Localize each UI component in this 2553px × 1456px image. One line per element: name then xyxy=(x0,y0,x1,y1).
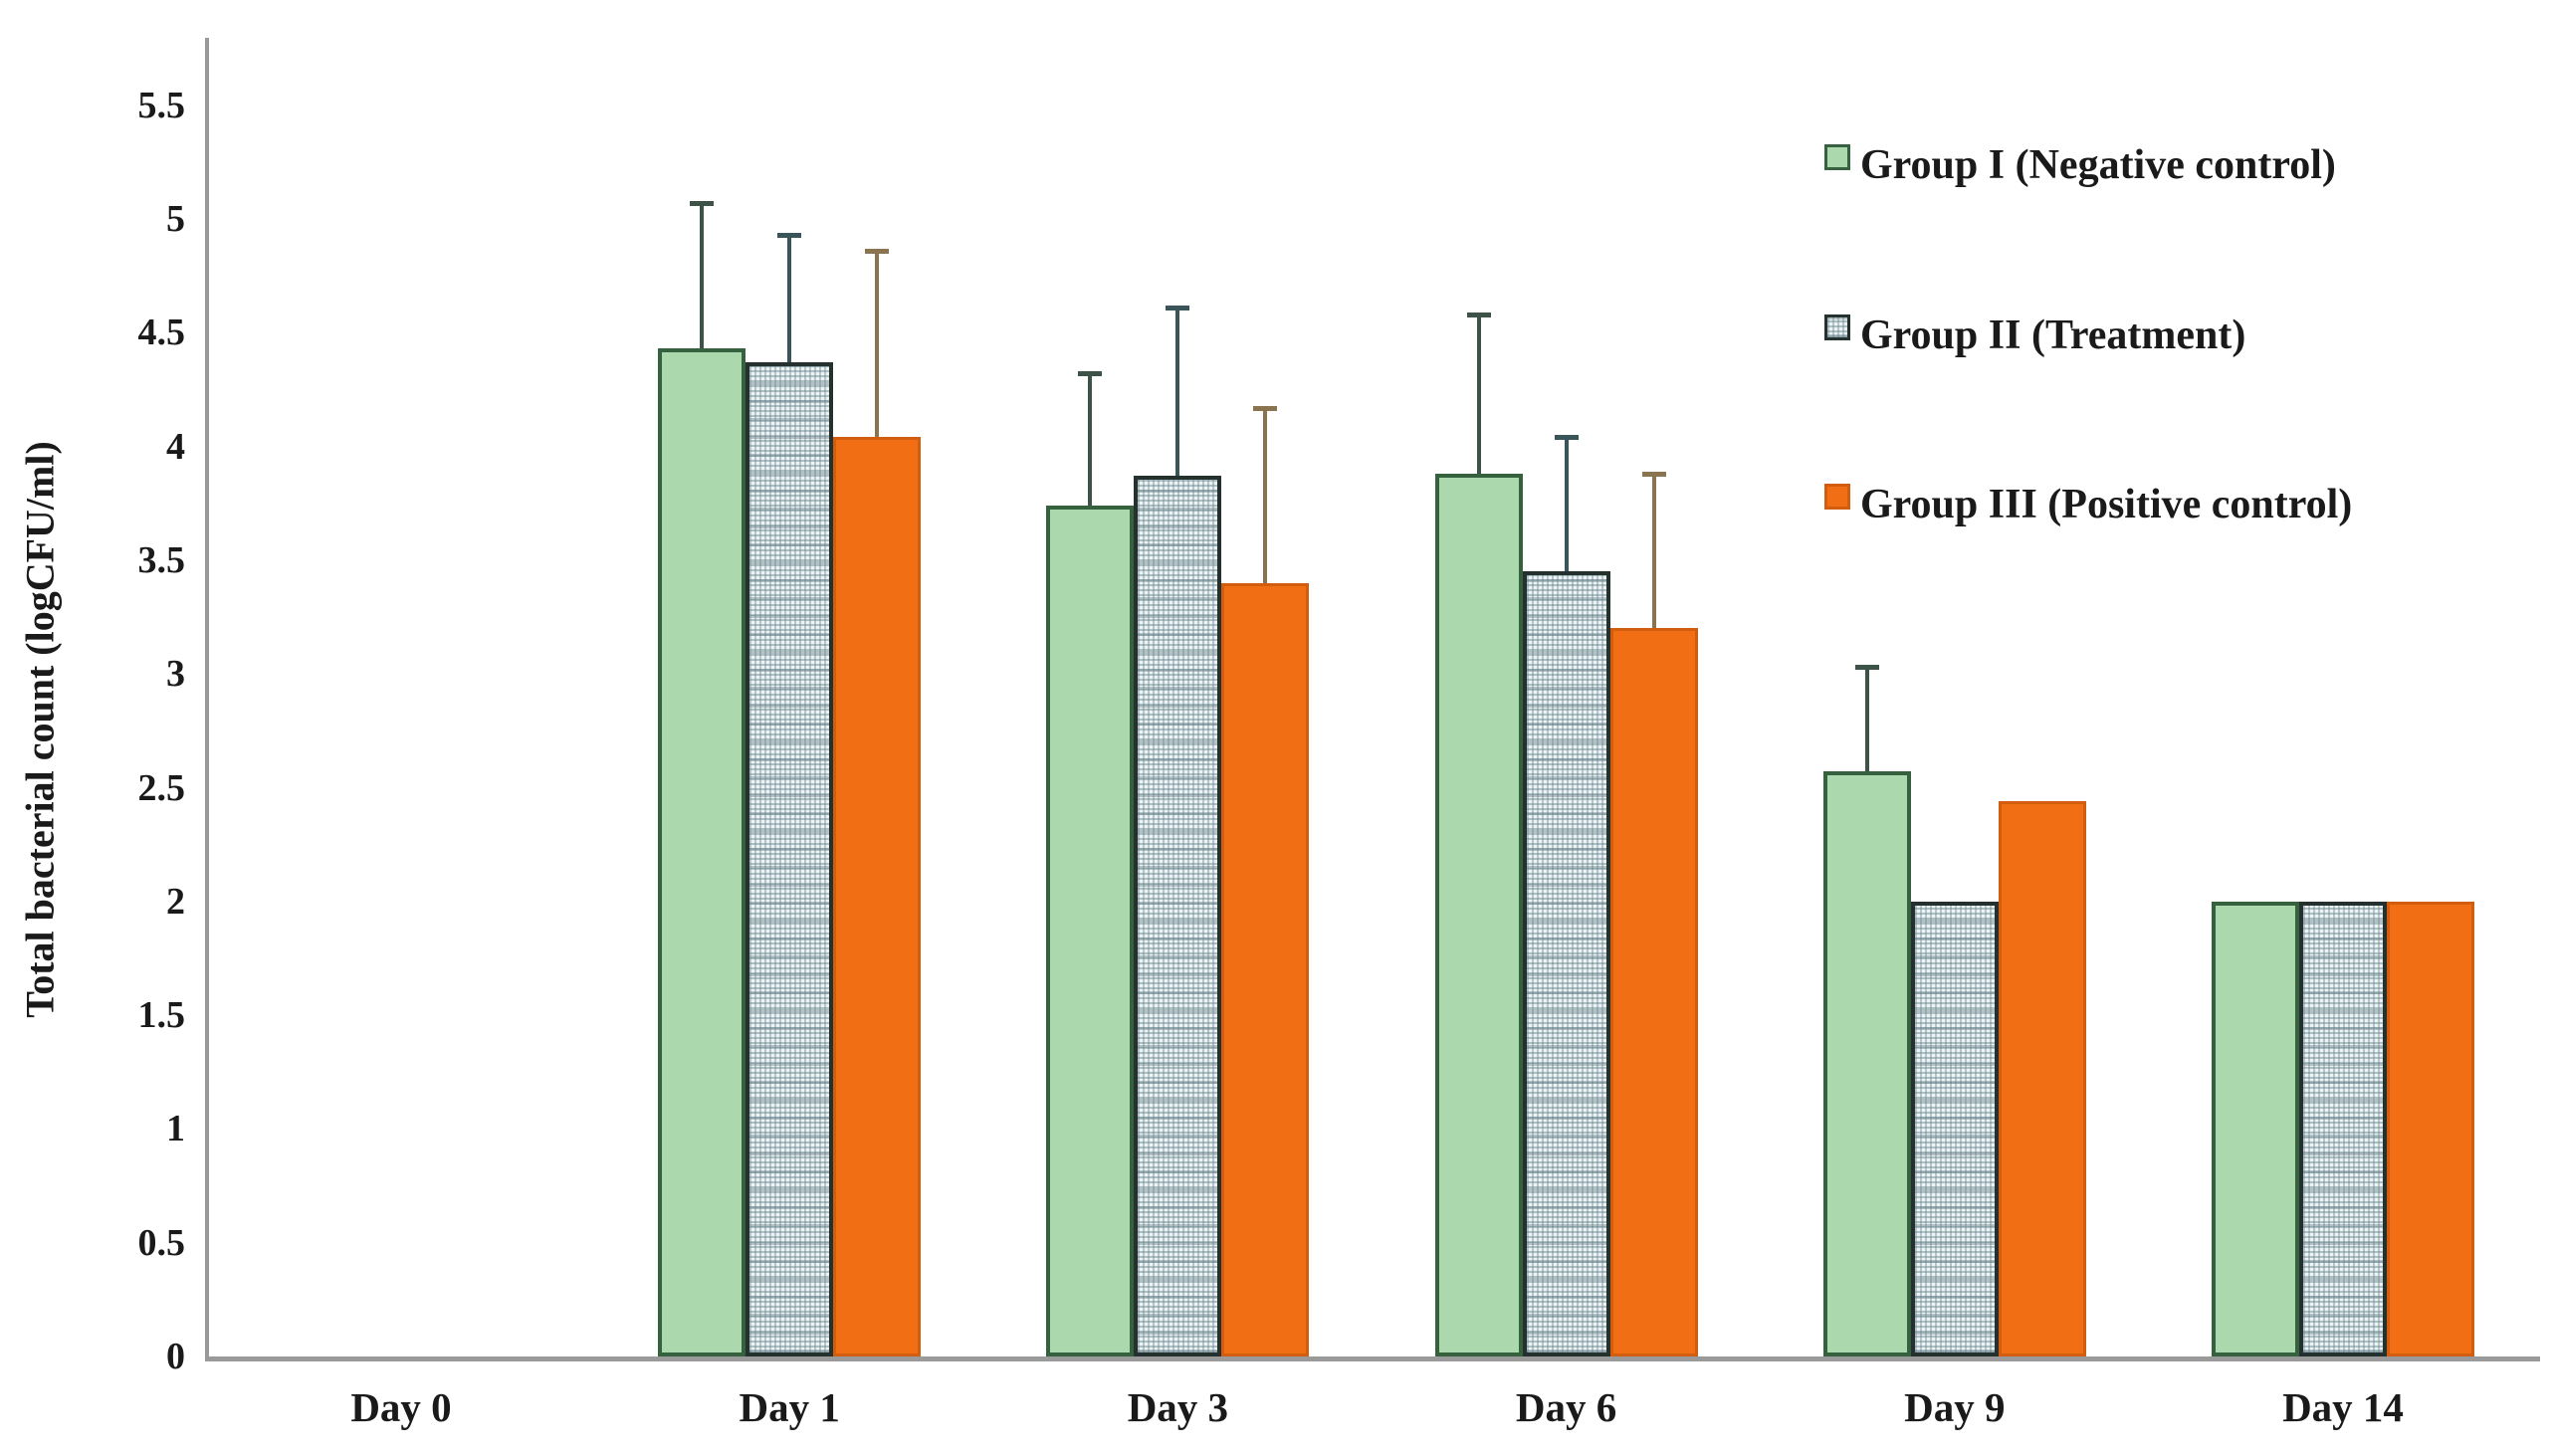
error-bar-stem xyxy=(787,235,792,363)
error-bar-cap xyxy=(1078,371,1103,377)
bar-day14-series2 xyxy=(2299,901,2387,1356)
legend-item-series1: Group I (Negative control) xyxy=(1824,141,2336,189)
bar-day6-series3 xyxy=(1609,628,1698,1356)
error-bar-cap xyxy=(777,233,802,238)
y-tick-label: 0 xyxy=(166,1336,185,1377)
error-bar-stem xyxy=(1476,314,1481,475)
bar-day3-series2 xyxy=(1134,476,1222,1356)
bar-day1-series3 xyxy=(833,437,922,1356)
error-bar-stem xyxy=(1864,667,1869,772)
error-bar-stem xyxy=(700,202,705,349)
error-bar-stem xyxy=(1263,407,1268,583)
bar-day3-series1 xyxy=(1046,506,1135,1356)
error-bar-cap xyxy=(865,249,890,254)
legend-item-series2: Group II (Treatment) xyxy=(1824,312,2245,359)
x-category-label: Day 1 xyxy=(739,1384,840,1430)
x-category-label: Day 14 xyxy=(2282,1384,2404,1430)
y-tick-label: 1 xyxy=(166,1108,185,1150)
error-bar-cap xyxy=(1166,306,1190,312)
bar-day14-series1 xyxy=(2212,901,2299,1356)
y-tick-label: 3 xyxy=(166,653,185,696)
error-bar-stem xyxy=(1651,474,1656,629)
bar-day9-series3 xyxy=(1998,801,2086,1356)
legend-label: Group I (Negative control) xyxy=(1860,142,2336,188)
y-axis-title: Total bacterial count (logCFU/ml) xyxy=(17,441,63,1018)
y-axis-line xyxy=(205,38,209,1360)
legend-marker-icon xyxy=(1824,143,1850,170)
bar-day3-series3 xyxy=(1221,582,1310,1356)
x-category-label: Day 9 xyxy=(1904,1384,2006,1430)
y-tick-label: 5.5 xyxy=(137,84,186,126)
x-axis-line xyxy=(205,1356,2540,1361)
legend-label: Group III (Positive control) xyxy=(1860,482,2353,527)
x-category-label: Day 3 xyxy=(1127,1384,1229,1430)
y-tick-label: 5 xyxy=(166,198,185,240)
bar-day1-series1 xyxy=(658,348,746,1356)
legend-marker-icon xyxy=(1824,313,1850,340)
x-category-label: Day 6 xyxy=(1515,1384,1617,1430)
y-tick-label: 2 xyxy=(166,880,185,923)
error-bar-cap xyxy=(1253,405,1278,411)
error-bar-stem xyxy=(1564,437,1569,572)
error-bar-stem xyxy=(1088,373,1093,507)
x-category-label: Day 0 xyxy=(350,1384,452,1430)
y-tick-label: 4 xyxy=(166,425,185,468)
bar-day14-series3 xyxy=(2387,901,2474,1356)
legend-label: Group II (Treatment) xyxy=(1860,312,2246,358)
bar-day6-series1 xyxy=(1434,474,1523,1356)
error-bar-cap xyxy=(1641,472,1666,478)
y-tick-label: 0.5 xyxy=(137,1221,186,1264)
bar-day9-series1 xyxy=(1822,771,1911,1356)
bar-day9-series2 xyxy=(1910,901,1999,1356)
legend-marker-icon xyxy=(1824,483,1850,510)
y-tick-label: 3.5 xyxy=(137,538,186,581)
error-bar-cap xyxy=(1854,665,1879,671)
bar-day6-series2 xyxy=(1522,571,1610,1356)
y-tick-label: 1.5 xyxy=(137,994,186,1037)
error-bar-stem xyxy=(875,251,880,438)
error-bar-cap xyxy=(1466,312,1491,317)
bar-day1-series2 xyxy=(745,362,834,1356)
legend-item-series3: Group III (Positive control) xyxy=(1824,481,2352,528)
error-bar-cap xyxy=(1554,435,1579,441)
y-tick-label: 4.5 xyxy=(137,312,186,354)
error-bar-cap xyxy=(690,200,715,206)
y-tick-label: 2.5 xyxy=(137,766,186,809)
error-bar-stem xyxy=(1175,308,1180,477)
